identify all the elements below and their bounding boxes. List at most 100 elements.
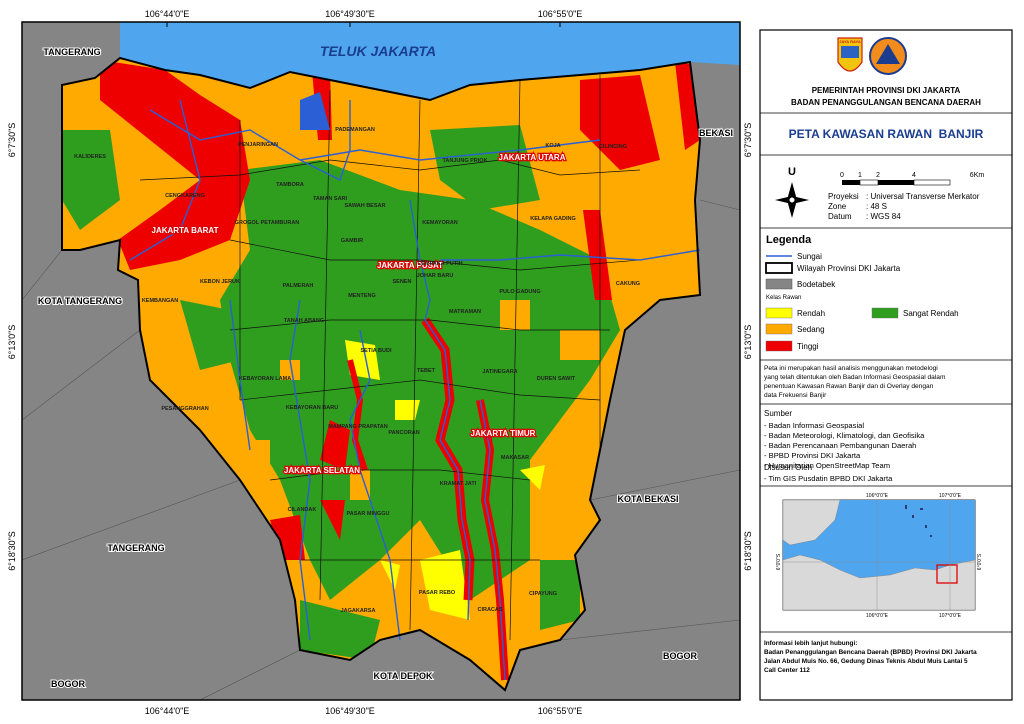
district-label: CILINCING — [599, 144, 627, 150]
city-label: JAKARTA SELATAN — [284, 466, 360, 475]
district-label: MAKASAR — [501, 455, 529, 461]
rect-shape — [912, 515, 914, 518]
district-label: TAMAN SARI — [313, 196, 348, 202]
path-shape — [300, 600, 380, 660]
district-label: MAMPANG PRAPATAN — [328, 424, 388, 430]
region-label: KOTA DEPOK — [373, 671, 433, 681]
district-label: TANJUNG PRIOK — [442, 158, 487, 164]
region-label: KOTA TANGERANG — [38, 296, 122, 306]
rect-shape — [841, 46, 859, 58]
path-shape — [699, 199, 740, 211]
lon-label: 106°49'30"E — [325, 9, 375, 19]
district-label: KRAMAT JATI — [440, 481, 477, 487]
source-item: - Badan Meteorologi, Klimatologi, dan Ge… — [764, 431, 925, 440]
source-item: - Humanitarian OpenStreetMap Team — [764, 461, 890, 470]
path-shape — [509, 79, 521, 641]
path-shape — [100, 60, 250, 270]
scale-bar: 0 1 2 4 6Km — [840, 172, 985, 186]
legend-swatch — [765, 307, 793, 319]
lat-label: 6°13'0"S — [743, 325, 753, 360]
district-label: KEBON JERUK — [200, 279, 240, 285]
district-label: MENTENG — [348, 293, 376, 299]
legend-label: Bodetabek — [797, 280, 836, 289]
legend-swatch — [871, 307, 899, 319]
path-shape — [430, 125, 540, 210]
path-shape — [540, 560, 580, 630]
district-label: SENEN — [393, 279, 412, 285]
logo-jakarta: JAYA RAYA — [837, 37, 863, 72]
rect-shape — [936, 564, 958, 584]
legend-boundary-symbol — [765, 262, 793, 274]
legend-classes: Rendah Sedang Tinggi Sangat Rendah — [765, 307, 959, 352]
projection-info: Proyeksi: Universal Transverse Merkator Z… — [828, 192, 980, 221]
lat-label: 6°7'30"S — [743, 123, 753, 158]
path-shape — [782, 499, 841, 546]
note-line: Peta ini merupakan hasil analisis menggu… — [764, 365, 938, 372]
rect-shape — [930, 535, 932, 537]
district-label: TEBET — [417, 368, 436, 374]
sources: Sumber- Badan Informasi Geospasial- Bada… — [764, 409, 925, 483]
sea — [120, 22, 740, 100]
district-label: PASAR REBO — [419, 590, 456, 596]
contact-line: Jalan Abdul Muis No. 66, Gedung Dinas Te… — [764, 658, 968, 665]
district-label: PENJARINGAN — [238, 142, 278, 148]
scale-label: 6Km — [970, 172, 985, 179]
region-label: KOTA BEKASI — [617, 494, 678, 504]
polyline-shape — [347, 359, 368, 471]
logo-text: JAYA RAYA — [839, 39, 861, 44]
source-item: - Badan Perencanaan Pembangunan Daerah — [764, 441, 916, 450]
lon-label: 106°55'0"E — [538, 706, 583, 716]
path-shape — [269, 469, 531, 481]
agency-line: BADAN PENANGGULANGAN BENCANA DAERAH — [791, 98, 981, 107]
district-label: KEBAYORAN BARU — [286, 405, 338, 411]
legend-label: Rendah — [797, 309, 825, 318]
inset-lat-label: 6°0'0"S — [977, 553, 983, 570]
legend-class-title: Kelas Rawan — [766, 295, 801, 301]
note-line: data Frekuensi Banjir — [764, 392, 827, 399]
polyline-shape — [479, 399, 506, 681]
district-label: PADEMANGAN — [335, 127, 375, 133]
legend-label: Wilayah Provinsi DKI Jakarta — [797, 264, 901, 273]
note-line: penentuan Kawasan Rawan Banjir dan di Ov… — [764, 383, 934, 390]
city-label: JAKARTA BARAT — [152, 226, 219, 235]
path-shape — [239, 379, 601, 401]
info-panel: JAYA RAYA PEMERINTAH PROVINSI DKI JAKART… — [759, 29, 1013, 701]
district-label: JOHAR BARU — [417, 273, 454, 279]
reservoir — [300, 92, 330, 130]
note: Peta ini merupakan hasil analisis menggu… — [764, 365, 946, 399]
district-label: GAMBIR — [341, 238, 363, 244]
rect-shape — [842, 180, 860, 185]
inset-lat-label: 6°0'0"S — [776, 553, 782, 570]
region-label: TANGERANG — [43, 47, 100, 57]
scale-label: 0 — [840, 172, 844, 179]
city-label: JAKARTA PUSAT — [377, 261, 443, 270]
district-label: PESANGGRAHAN — [161, 406, 208, 412]
contact-line: Informasi lebih lanjut hubungi: — [764, 640, 857, 647]
rect-shape — [878, 180, 914, 185]
inset-lon-label: 107°0'0"E — [939, 493, 962, 499]
district-label: KELAPA GADING — [530, 216, 576, 222]
circle-shape — [788, 196, 796, 204]
district-label: SAWAH BESAR — [345, 203, 386, 209]
polyline-shape — [149, 109, 321, 171]
path-shape — [270, 420, 350, 560]
legend-swatch — [765, 323, 793, 335]
rect-shape — [925, 525, 927, 528]
north-arrow: U — [775, 166, 809, 218]
inset-lon-label: 106°0'0"E — [866, 613, 889, 619]
district-label: KEBAYORAN LAMA — [239, 376, 291, 382]
path-shape — [22, 249, 63, 301]
scale-label: 2 — [876, 172, 880, 179]
legend-title: Legenda — [766, 234, 812, 246]
lon-label: 106°55'0"E — [538, 9, 583, 19]
district-label: PANCORAN — [388, 430, 419, 436]
district-label: TAMBORA — [276, 182, 304, 188]
region-label: BEKASI — [699, 128, 733, 138]
map-labels: TANGERANG BEKASI KOTA TANGERANG KOTA BEKASI… — [37, 46, 734, 690]
path-shape — [150, 300, 600, 500]
path-shape — [22, 329, 141, 421]
city-label: JAKARTA UTARA — [499, 153, 566, 162]
region-label: BOGOR — [663, 651, 698, 661]
polyline-shape — [409, 199, 431, 321]
